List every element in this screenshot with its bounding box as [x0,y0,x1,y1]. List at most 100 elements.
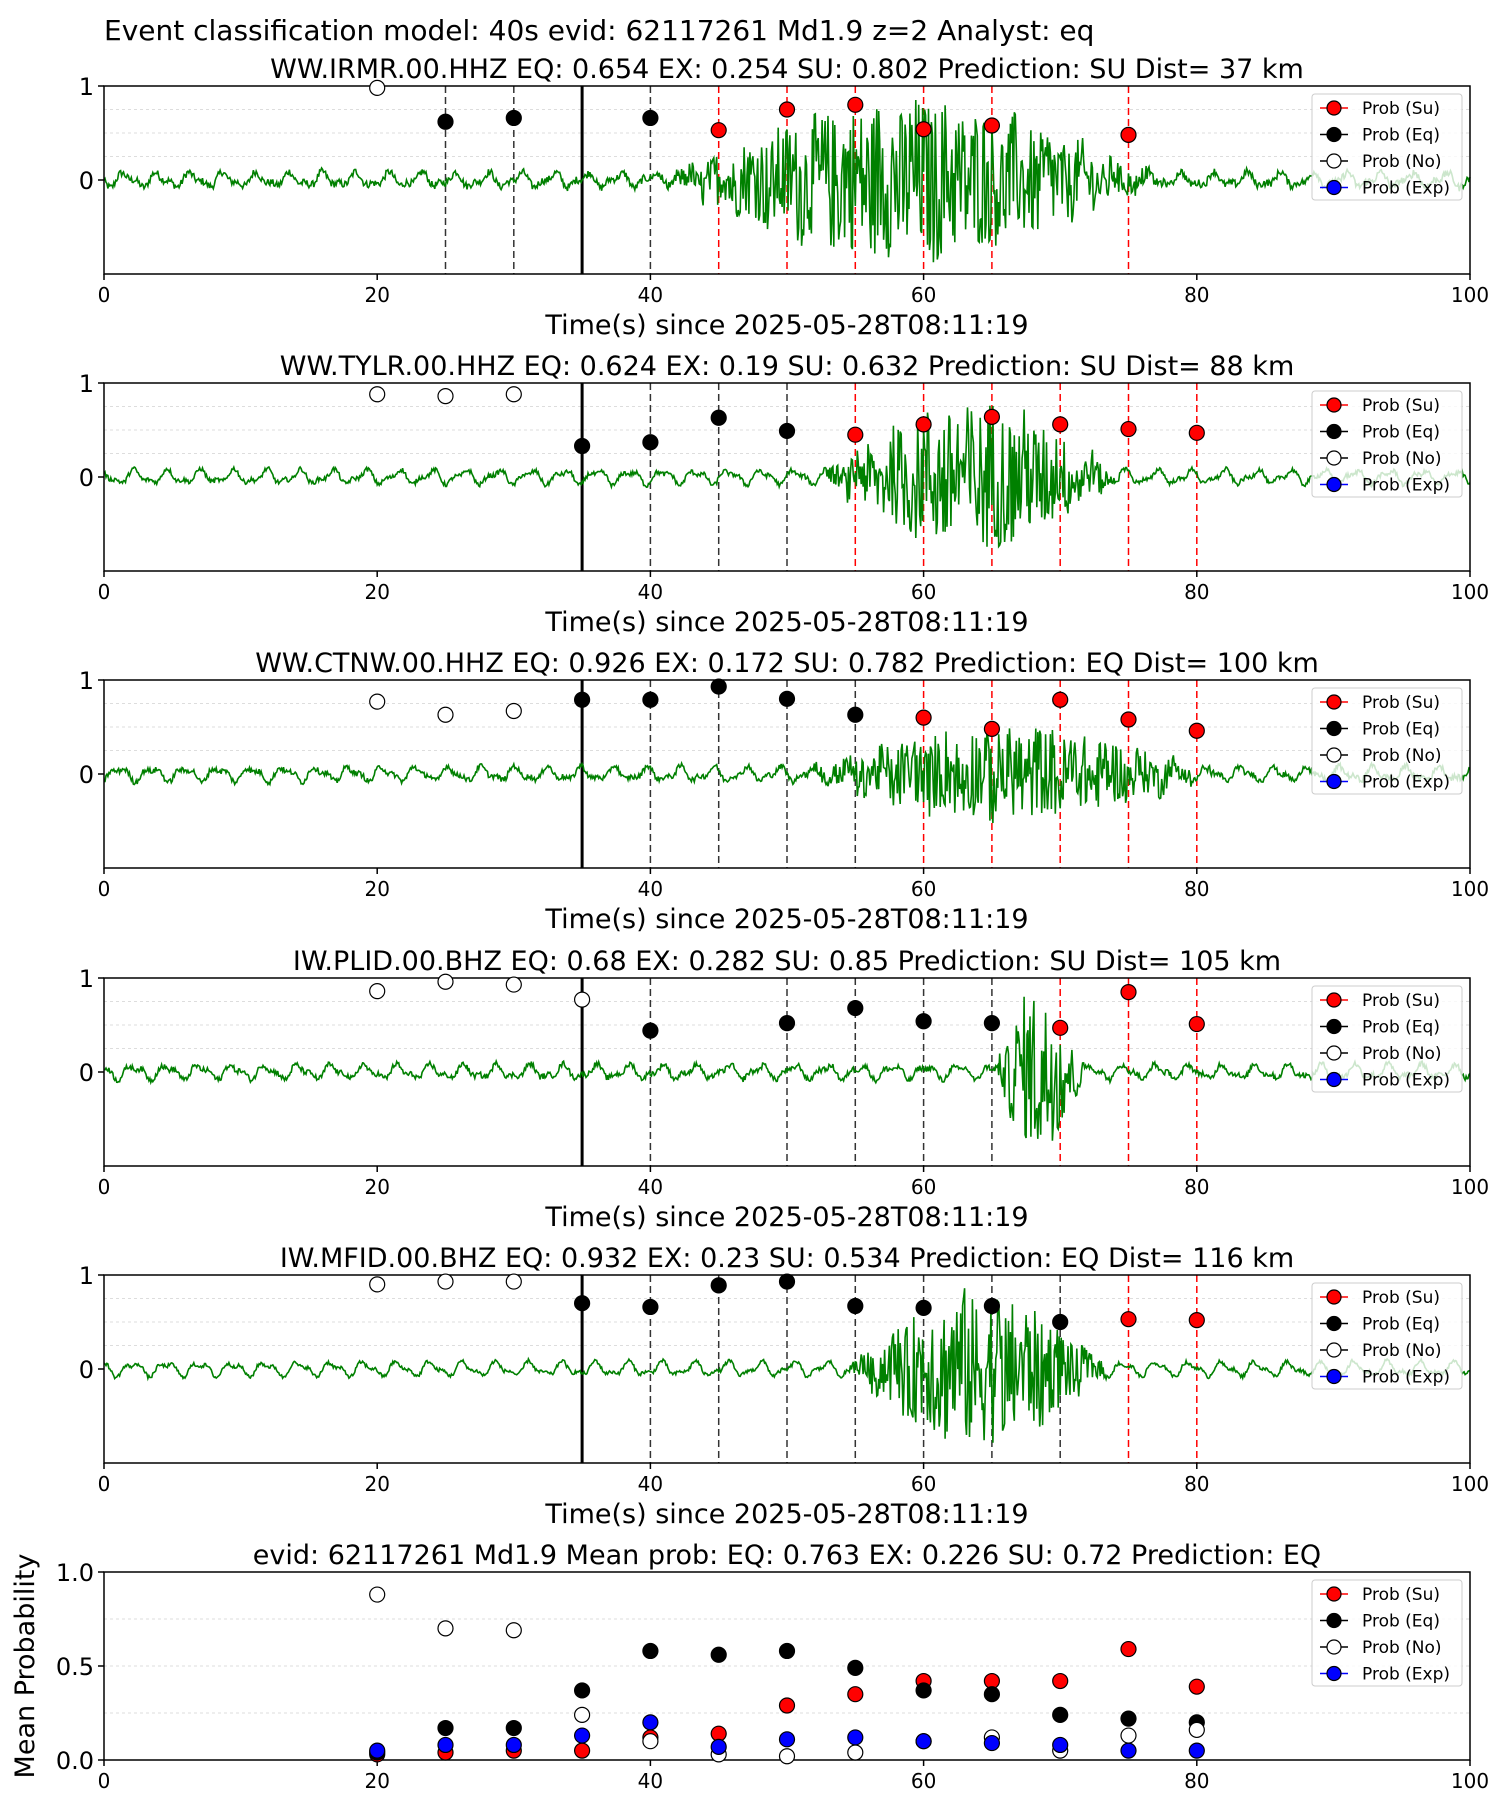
x-tick-label: 80 [1184,877,1209,901]
point-no [505,1273,522,1290]
point-exp [710,1738,727,1755]
point-no [847,1744,864,1761]
x-axis-label: Time(s) since 2025-05-28T08:11:19 [544,310,1028,341]
point-eq [915,1013,932,1030]
point-no [369,386,386,403]
y-tick-label: 0 [79,167,94,195]
subplot-title: IW.MFID.00.BHZ EQ: 0.932 EX: 0.23 SU: 0.… [280,1243,1294,1274]
point-no [369,693,386,710]
point-su [1188,424,1205,441]
legend-label: Prob (No) [1362,152,1442,172]
legend-label: Prob (Su) [1362,693,1440,713]
point-no [437,706,454,723]
x-tick-label: 100 [1451,1175,1489,1199]
x-tick-label: 20 [364,877,389,901]
y-axis-label: Mean Probability [10,1554,41,1779]
point-eq [847,1659,864,1676]
point-eq [847,706,864,723]
point-su [1188,1678,1205,1695]
legend-label: Prob (Eq) [1362,423,1440,443]
legend-label: Prob (Su) [1362,991,1440,1011]
point-su [1052,1019,1069,1036]
point-exp [847,1729,864,1746]
legend-label: Prob (Eq) [1362,126,1440,146]
x-axis-label: Time(s) since 2025-05-28T08:11:19 [544,1499,1028,1530]
y-tick-label: 0.5 [56,1653,94,1681]
legend-marker [1326,720,1342,737]
subplot-title: WW.TYLR.00.HHZ EQ: 0.624 EX: 0.19 SU: 0.… [280,351,1295,382]
legend-marker [1326,153,1342,169]
legend-box [1311,1579,1463,1687]
legend-marker [1326,1612,1342,1629]
point-su [1052,416,1069,433]
legend-marker [1326,179,1342,196]
legend-marker [1326,476,1342,493]
point-su [1120,420,1137,438]
point-no [369,79,386,96]
x-tick-label: 80 [1184,1472,1209,1496]
x-tick-label: 20 [364,1175,389,1199]
point-eq [847,999,864,1017]
legend-marker [1326,1315,1342,1332]
legend-marker [1326,1289,1342,1305]
legend-marker [1326,100,1342,116]
point-eq [437,1719,454,1737]
point-eq [710,1277,727,1294]
point-su [1120,1640,1137,1658]
point-su [847,426,864,443]
point-su [1188,722,1205,739]
point-su [778,101,796,118]
x-tick-label: 40 [638,1472,663,1496]
legend-box [1311,93,1463,201]
x-tick-label: 20 [364,283,389,307]
point-eq [710,1646,727,1663]
legend-label: Prob (No) [1362,449,1442,469]
point-exp [437,1736,454,1754]
waveform-trace [103,99,1471,263]
point-eq [915,1682,932,1699]
legend-box [1311,1282,1463,1390]
point-eq [778,1273,796,1290]
legend-label: Prob (Exp) [1362,476,1450,496]
point-su [983,720,1001,737]
legend-label: Prob (Su) [1362,396,1440,416]
point-eq [642,109,659,127]
point-exp [778,1731,796,1748]
subplot-title: WW.IRMR.00.HHZ EQ: 0.654 EX: 0.254 SU: 0… [270,54,1304,85]
point-eq [778,1642,796,1660]
point-su [915,416,932,433]
waveform-trace [103,1288,1471,1443]
point-no [1188,1721,1205,1739]
legend-marker [1326,423,1342,440]
point-su [573,1742,591,1759]
point-eq [983,1297,1001,1315]
subplot-2: WW.TYLR.00.HHZ EQ: 0.624 EX: 0.19 SU: 0.… [79,351,1489,638]
x-tick-label: 40 [638,580,663,604]
point-exp [573,1727,591,1744]
x-axis-label: Time(s) since 2025-05-28T08:11:19 [544,1202,1028,1233]
subplot-5: IW.MFID.00.BHZ EQ: 0.932 EX: 0.23 SU: 0.… [79,1243,1489,1530]
subplot-3: WW.CTNW.00.HHZ EQ: 0.926 EX: 0.172 SU: 0… [79,648,1489,935]
x-tick-label: 20 [364,580,389,604]
point-eq [505,1719,522,1737]
point-eq [1052,1706,1069,1723]
legend-label: Prob (Exp) [1362,773,1450,793]
legend-label: Prob (Eq) [1362,1018,1440,1038]
point-su [710,122,727,139]
point-su [1120,126,1137,143]
legend-label: Prob (Exp) [1362,1665,1450,1685]
point-su [1120,983,1137,1001]
point-su [983,117,1001,134]
point-eq [847,1297,864,1315]
y-tick-label: 1.0 [56,1559,94,1587]
point-su [1120,1311,1137,1328]
x-tick-label: 100 [1451,1472,1489,1496]
legend-label: Prob (Eq) [1362,1612,1440,1632]
legend-label: Prob (Exp) [1362,1071,1450,1091]
x-axis-label: Time(s) since 2025-05-28T08:11:19 [544,904,1028,935]
x-tick-label: 40 [638,877,663,901]
legend-label: Prob (No) [1362,1341,1442,1361]
point-no [437,1620,454,1637]
x-tick-label: 60 [911,1175,936,1199]
legend-marker [1326,126,1342,143]
